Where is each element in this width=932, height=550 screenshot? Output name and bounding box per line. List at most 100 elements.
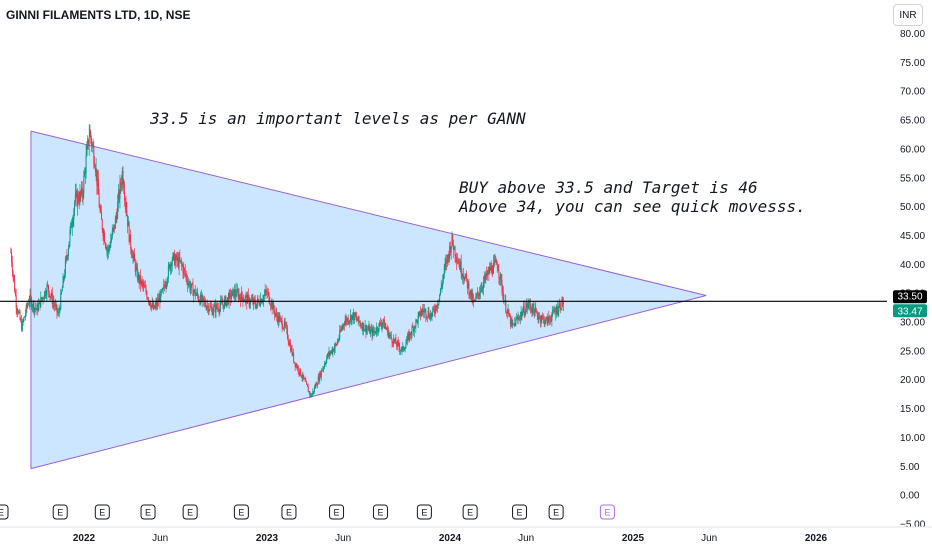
candle-body <box>456 260 458 262</box>
candle-body <box>196 292 198 295</box>
earnings-event-label: E <box>0 508 4 518</box>
candle-body <box>176 255 178 262</box>
earnings-event-marker[interactable]: E <box>329 504 345 520</box>
earnings-event-marker[interactable]: E <box>372 504 388 520</box>
y-tick-label: 60.00 <box>900 144 925 155</box>
x-tick-label: 2025 <box>622 533 645 544</box>
candle-body <box>296 366 298 369</box>
candle-body <box>398 342 400 348</box>
candle-body <box>446 260 448 264</box>
annotation-gann[interactable]: 33.5 is an important levels as per GANN <box>150 109 526 128</box>
candle-body <box>354 312 356 317</box>
candle-body <box>55 304 57 306</box>
earnings-event-marker[interactable]: E <box>512 504 528 520</box>
candle-body <box>522 311 524 316</box>
candle-body <box>214 304 216 313</box>
candle-body <box>263 294 265 296</box>
candle-body <box>118 192 120 200</box>
candle-body <box>266 292 268 294</box>
candle-body <box>350 315 352 321</box>
candle-body <box>59 309 61 311</box>
candle-body <box>37 303 39 311</box>
candle-body <box>73 209 75 221</box>
candle-body <box>541 316 543 320</box>
candle-body <box>512 323 514 325</box>
candle-body <box>411 327 413 335</box>
candle-body <box>155 302 157 306</box>
earnings-event-marker[interactable]: E <box>281 504 297 520</box>
candle-body <box>497 268 499 271</box>
candle-body <box>171 260 173 267</box>
candle-body <box>455 255 457 259</box>
earnings-event-marker[interactable]: E <box>233 504 249 520</box>
candle-body <box>265 290 267 293</box>
triangle-upper-line[interactable] <box>30 130 707 297</box>
earnings-event-marker[interactable]: E <box>182 504 198 520</box>
earnings-event-marker[interactable]: E <box>462 504 478 520</box>
candle-body <box>420 313 422 317</box>
candle-body <box>84 171 86 174</box>
candle-body <box>562 301 564 305</box>
candle-body <box>483 276 485 282</box>
annotation-buy[interactable]: BUY above 33.5 and Target is 46 Above 34… <box>459 178 806 216</box>
candle-body <box>527 304 529 308</box>
candle-body <box>67 255 69 257</box>
earnings-event-marker[interactable]: E <box>0 504 9 520</box>
candle-body <box>71 223 73 228</box>
earnings-event-label: E <box>286 508 292 518</box>
candle-body <box>349 320 351 322</box>
candle-body <box>552 309 554 311</box>
earnings-event-marker[interactable]: E <box>140 504 156 520</box>
earnings-event-marker[interactable]: E <box>416 504 432 520</box>
earnings-event-marker[interactable]: E <box>599 504 615 520</box>
candle-body <box>121 171 123 185</box>
candle-body <box>54 304 56 307</box>
candle-body <box>70 222 72 231</box>
candle-body <box>376 327 378 333</box>
candle-body <box>406 336 408 342</box>
candle-body <box>544 322 546 324</box>
triangle-fill[interactable] <box>30 131 707 469</box>
candle-body <box>223 299 225 309</box>
earnings-event-label: E <box>517 508 523 518</box>
candle-body <box>371 328 373 336</box>
candle-body <box>513 323 515 325</box>
candle-body <box>355 316 357 318</box>
candle-body <box>244 296 246 301</box>
candle-body <box>36 304 38 310</box>
candle-body <box>19 311 21 320</box>
candle-body <box>197 295 199 301</box>
candle-body <box>394 338 396 342</box>
candle-body <box>217 307 219 309</box>
triangle-lower-line[interactable] <box>30 295 707 470</box>
candle-body <box>38 300 40 304</box>
earnings-event-label: E <box>145 508 151 518</box>
x-tick-label: 2026 <box>805 533 828 544</box>
candle-body <box>523 305 525 315</box>
candle-body <box>97 179 99 186</box>
candle-body <box>119 182 121 200</box>
candle-body <box>13 275 15 280</box>
candle-body <box>167 278 169 284</box>
candle-body <box>67 248 69 256</box>
candle-body <box>519 318 521 320</box>
earnings-event-marker[interactable]: E <box>52 504 68 520</box>
candle-body <box>247 294 249 304</box>
candle-body <box>557 311 559 314</box>
candle-body <box>165 284 167 288</box>
candle-body <box>102 229 104 237</box>
candle-body <box>466 273 468 280</box>
earnings-event-marker[interactable]: E <box>94 504 110 520</box>
candle-body <box>11 262 13 273</box>
candle-body <box>516 318 518 320</box>
candle-body <box>433 309 435 312</box>
candle-body <box>34 307 36 312</box>
candle-body <box>181 263 183 266</box>
candle-body <box>336 341 338 345</box>
candle-body <box>479 292 481 296</box>
earnings-event-marker[interactable]: E <box>548 504 564 520</box>
candle-body <box>487 269 489 273</box>
currency-button[interactable]: INR <box>893 4 923 26</box>
candle-body <box>502 292 504 302</box>
